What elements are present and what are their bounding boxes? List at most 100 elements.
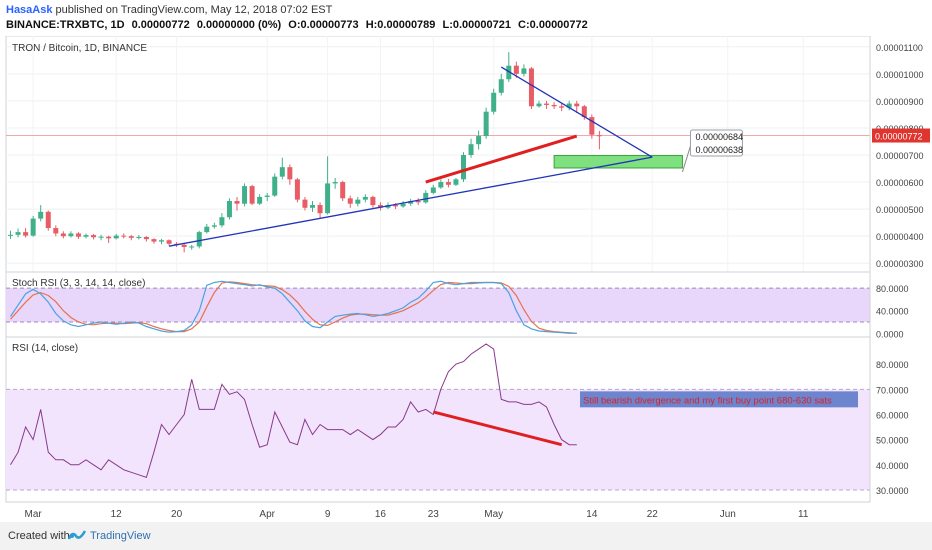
candle-body [75,233,81,237]
current-price-badge [872,128,930,143]
candle-body [453,179,459,185]
rsi-line [10,343,577,479]
candle-body [574,103,580,107]
author-name[interactable]: HasaAsk [6,4,53,16]
candle-body [498,79,504,93]
candle-body [166,240,172,244]
price-pane: 0.000011000.000010000.000009000.00000800… [5,36,930,273]
rsi-pane: 80.0000 70.0000 60.0000 50.0000 40.0000 30.00… [5,336,909,503]
callout-connector [681,145,691,173]
candle-body [332,182,338,184]
price-axis-tick: 0.00000900 [876,97,924,107]
rsi-annotation-box [580,391,858,408]
chart-canvas[interactable]: 0.000011000.000010000.000009000.00000800… [0,36,932,522]
candle-body [400,203,406,207]
rsi-axis-tick: 40.0000 [876,461,909,471]
candle-body [445,182,451,185]
candle-body [340,182,346,199]
candle-body [513,65,519,74]
rsi-axis-tick: 30.0000 [876,486,909,496]
candle-body [325,183,331,214]
candle-body [68,233,74,237]
price-axis-tick: 0.00000600 [876,178,924,188]
published-text: published on TradingView.com, May 12, 20… [55,4,333,16]
candle-body [393,205,399,207]
candle-body [438,182,444,188]
last-price: 0.00000772 [131,19,190,31]
red-trend-line [425,134,578,184]
candle-body [264,195,270,197]
candle-body [581,106,587,118]
time-axis-tick: 12 [111,509,123,520]
candle-body [30,218,36,236]
candle-body [53,228,59,234]
candle-body [536,103,542,107]
time-axis-tick: 16 [375,509,387,520]
candle-body [15,232,21,235]
candle-body [430,187,436,193]
rsi-divergence-line [432,410,563,447]
candle-body [136,236,142,238]
stoch-axis-tick: 0.0000 [876,329,904,339]
current-price-label: 0.00000772 [875,132,923,142]
rsi-axis-tick: 50.0000 [876,436,909,446]
candle-body [204,226,210,233]
candle-body [302,199,308,208]
price-callout-1: 0.00000684 [695,132,743,142]
stoch-pane-title: Stoch RSI (3, 3, 14, 14, close) [12,278,145,289]
candle-body [8,234,13,236]
candle-body [91,235,97,238]
candle-body [521,68,527,74]
candle-body [355,199,361,204]
tradingview-logo-icon [68,530,86,540]
publish-line: HasaAsk published on TradingView.com, Ma… [6,4,332,16]
candle-body [38,211,44,219]
candle-body [242,186,248,204]
candle-body [468,144,474,155]
candle-body [121,235,127,237]
candle-body [377,205,383,208]
candle-body [45,211,51,229]
chart-header: HasaAsk published on TradingView.com, Ma… [0,0,932,36]
open-value: O:0.00000773 [288,19,359,31]
tradingview-brand[interactable]: TradingView [90,530,151,542]
time-axis-tick: Mar [25,509,43,520]
time-axis: Mar 12 20 Apr 9 16 23 May 14 22 Jun 11 [6,36,871,520]
candle-body [408,201,414,204]
candle-body [566,103,572,108]
stoch-band [6,288,870,323]
candle-body [559,106,565,108]
buy-zone-rect [553,155,683,169]
symbol-label: BINANCE:TRXBTC, 1D [6,19,125,31]
candle-body [347,198,353,204]
time-axis-tick: 20 [171,509,183,520]
candle-body [272,176,278,196]
price-axis-tick: 0.00000300 [876,259,924,269]
rsi-axis-tick: 70.0000 [876,385,909,395]
price-change: 0.00000000 (0%) [196,19,282,31]
candle-body [189,246,195,248]
candle-body [249,186,255,204]
candle-body [211,225,217,227]
candle-body [589,117,595,135]
descending-trend-line [500,66,653,158]
time-axis-tick: 9 [325,509,331,520]
candle-body [287,167,293,180]
ohlc-line: BINANCE:TRXBTC, 1D 0.00000772 0.00000000… [6,19,592,31]
candle-body [83,235,89,237]
candle-body [143,236,149,240]
candle-body [23,232,29,236]
candle-body [476,136,482,145]
price-callout-2: 0.00000638 [695,145,743,155]
candle-body [128,236,134,238]
candle-body [551,104,557,107]
candle-body [544,103,550,105]
candle-body [317,205,323,214]
time-axis-tick: Apr [259,509,275,520]
rsi-pane-title: RSI (14, close) [12,343,78,354]
rsi-axis-tick: 60.0000 [876,410,909,420]
candle-body [279,167,285,177]
footer-bar: Created with TradingView [0,522,932,550]
rsi-axis-tick: 80.0000 [876,360,909,370]
candle-body [491,92,497,112]
